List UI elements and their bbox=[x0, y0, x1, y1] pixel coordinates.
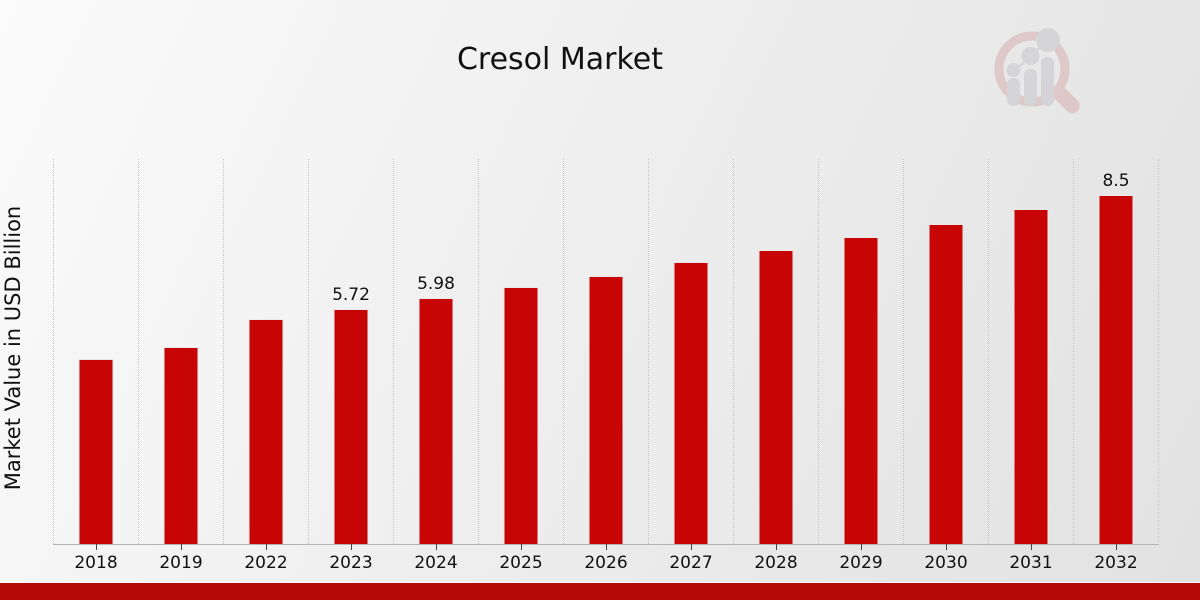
category-cell: 8.5 2032 bbox=[1073, 159, 1158, 573]
x-tick-label: 2031 bbox=[1009, 553, 1053, 573]
x-axis-tick bbox=[776, 544, 777, 550]
category-cell: 2018 bbox=[53, 159, 138, 573]
x-tick-label: 2019 bbox=[159, 553, 203, 573]
bar-2023 bbox=[333, 309, 369, 544]
logo-dot-2 bbox=[1021, 47, 1040, 65]
x-axis-tick bbox=[266, 544, 267, 550]
x-tick-label: 2018 bbox=[74, 553, 118, 573]
x-tick-label: 2022 bbox=[244, 553, 288, 573]
x-axis-tick bbox=[521, 544, 522, 550]
x-axis-tick bbox=[861, 544, 862, 550]
bar-2030 bbox=[928, 224, 964, 544]
category-cell: 2028 bbox=[733, 159, 818, 573]
bar-2031 bbox=[1013, 209, 1049, 544]
bar-2022 bbox=[248, 319, 284, 544]
bar-2028 bbox=[758, 250, 794, 544]
bar-value-label: 5.98 bbox=[417, 274, 455, 294]
x-tick-label: 2029 bbox=[839, 553, 883, 573]
category-cell: 2029 bbox=[818, 159, 903, 573]
x-axis-tick bbox=[436, 544, 437, 550]
magnifier-handle bbox=[1054, 87, 1080, 114]
bar-2029 bbox=[843, 237, 879, 544]
category-cell: 5.72 2023 bbox=[308, 159, 393, 573]
logo-dot-3 bbox=[1036, 28, 1060, 52]
x-axis-tick bbox=[96, 544, 97, 550]
category-cell: 2025 bbox=[478, 159, 563, 573]
logo-bar-1 bbox=[1007, 78, 1020, 106]
logo-bar-3 bbox=[1041, 57, 1054, 106]
bar-value-label: 8.5 bbox=[1102, 171, 1130, 191]
x-axis-tick bbox=[181, 544, 182, 550]
category-cell: 2031 bbox=[988, 159, 1073, 573]
x-axis-tick bbox=[1031, 544, 1032, 550]
category-cell: 2022 bbox=[223, 159, 308, 573]
x-axis-tick bbox=[1116, 544, 1117, 550]
bar-2018 bbox=[78, 359, 114, 544]
category-cell: 5.98 2024 bbox=[393, 159, 478, 573]
bar-2025 bbox=[503, 287, 539, 544]
category-cell: 2026 bbox=[563, 159, 648, 573]
x-axis-tick bbox=[946, 544, 947, 550]
chart-title: Cresol Market bbox=[456, 42, 664, 77]
bar-2024 bbox=[418, 298, 454, 544]
bar-2027 bbox=[673, 262, 709, 544]
x-tick-label: 2026 bbox=[584, 553, 628, 573]
y-axis-label: Market Value in USD Billion bbox=[1, 205, 25, 491]
x-tick-label: 2030 bbox=[924, 553, 968, 573]
bar-value-label: 5.72 bbox=[332, 285, 370, 305]
plot-area: 2018 2019 2022 5.72 2023 5.98 2024 2025 2026 2027… bbox=[53, 159, 1159, 573]
x-axis-tick bbox=[691, 544, 692, 550]
logo-bar-2 bbox=[1024, 69, 1037, 106]
x-tick-label: 2025 bbox=[499, 553, 543, 573]
logo-dot-1 bbox=[1006, 63, 1021, 77]
x-tick-label: 2023 bbox=[329, 553, 373, 573]
bar-2026 bbox=[588, 276, 624, 544]
market-research-future-logo-icon bbox=[994, 28, 1080, 114]
x-tick-label: 2024 bbox=[414, 553, 458, 573]
bar-2032 bbox=[1098, 195, 1134, 544]
x-tick-label: 2032 bbox=[1094, 553, 1138, 573]
x-tick-label: 2028 bbox=[754, 553, 798, 573]
category-cell: 2027 bbox=[648, 159, 733, 573]
category-cell: 2030 bbox=[903, 159, 988, 573]
x-axis-tick bbox=[351, 544, 352, 550]
x-axis-tick bbox=[606, 544, 607, 550]
category-cell: 2019 bbox=[138, 159, 223, 573]
bottom-accent-strip bbox=[0, 582, 1200, 600]
x-tick-label: 2027 bbox=[669, 553, 713, 573]
bar-2019 bbox=[163, 347, 199, 544]
